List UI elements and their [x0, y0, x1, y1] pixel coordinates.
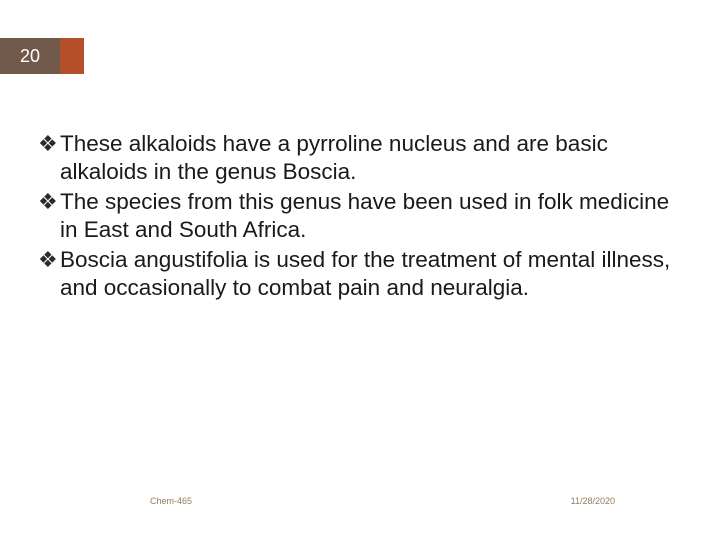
- bullet-text: The species from this genus have been us…: [60, 188, 682, 244]
- list-item: ❖ The species from this genus have been …: [38, 188, 682, 244]
- bullet-icon: ❖: [38, 188, 60, 216]
- footer-right: 11/28/2020: [571, 496, 615, 506]
- content-area: ❖ These alkaloids have a pyrroline nucle…: [38, 130, 682, 304]
- accent-strip: [60, 38, 84, 74]
- page-number-box: 20: [0, 38, 60, 74]
- bullet-icon: ❖: [38, 246, 60, 274]
- bullet-text: These alkaloids have a pyrroline nucleus…: [60, 130, 682, 186]
- bullet-icon: ❖: [38, 130, 60, 158]
- list-item: ❖ These alkaloids have a pyrroline nucle…: [38, 130, 682, 186]
- list-item: ❖ Boscia angustifolia is used for the tr…: [38, 246, 682, 302]
- bullet-text: Boscia angustifolia is used for the trea…: [60, 246, 682, 302]
- footer-left: Chem-465: [150, 496, 192, 506]
- page-number: 20: [20, 46, 40, 67]
- slide: 20 ❖ These alkaloids have a pyrroline nu…: [0, 0, 720, 540]
- page-number-bar: 20: [0, 38, 84, 74]
